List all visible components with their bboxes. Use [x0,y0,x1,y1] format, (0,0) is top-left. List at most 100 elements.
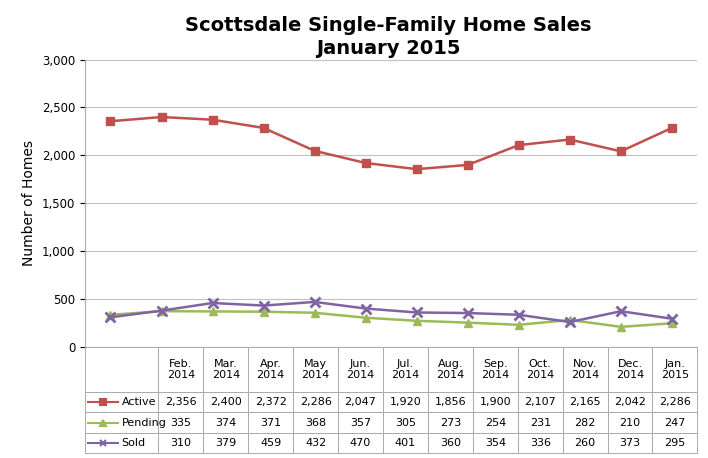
Text: Sold: Sold [122,438,146,448]
Bar [85,347,159,392]
Pending [361,315,370,321]
Bar [338,412,383,433]
Bar [383,347,428,392]
Text: 1,900: 1,900 [479,397,511,407]
Active [617,148,625,154]
Bar [473,347,518,392]
Bar [159,392,203,412]
Active [668,125,676,131]
Active [157,114,166,120]
Bar [338,347,383,392]
Bar [383,392,428,412]
Text: 2,400: 2,400 [210,397,241,407]
Text: 2,047: 2,047 [345,397,377,407]
Text: 459: 459 [260,438,281,448]
Text: 336: 336 [530,438,551,448]
Text: Jul.
2014: Jul. 2014 [392,359,420,380]
Pending [310,310,319,316]
Pending [668,321,676,326]
Pending [106,312,115,317]
Bar [293,433,338,453]
Active [361,160,370,166]
Active [106,119,115,124]
Sold [157,308,166,313]
Text: 335: 335 [171,418,191,428]
Text: 210: 210 [620,418,641,428]
Bar [203,392,249,412]
Sold [464,311,472,316]
Text: 282: 282 [574,418,596,428]
Bar [159,347,203,392]
Bar [653,433,697,453]
Bar [338,392,383,412]
Bar [428,392,473,412]
Bar [653,412,697,433]
Text: 260: 260 [574,438,595,448]
Bar [563,433,607,453]
Bar [85,392,159,412]
Text: 368: 368 [305,418,326,428]
Bar [518,392,563,412]
Bar [203,433,249,453]
Text: 305: 305 [395,418,416,428]
Line: Sold: Sold [105,297,677,327]
Text: 371: 371 [260,418,281,428]
Sold [668,316,676,322]
Text: 373: 373 [620,438,641,448]
Pending [157,308,166,314]
Text: Nov.
2014: Nov. 2014 [571,359,599,380]
Text: 2,372: 2,372 [255,397,287,407]
Bar [159,433,203,453]
Text: 360: 360 [440,438,461,448]
Bar [293,412,338,433]
Bar [249,347,293,392]
Sold [515,312,523,317]
Text: Sep.
2014: Sep. 2014 [481,359,510,380]
Active [413,166,421,172]
Text: 357: 357 [350,418,371,428]
Text: 231: 231 [530,418,551,428]
Bar [428,347,473,392]
Line: Active: Active [106,113,676,173]
Bar [607,347,653,392]
Active [464,162,472,168]
Bar [293,392,338,412]
Y-axis label: Number of Homes: Number of Homes [23,140,36,266]
Bar [383,433,428,453]
Text: Jan.
2015: Jan. 2015 [661,359,689,380]
Text: 2,356: 2,356 [165,397,197,407]
Bar [249,392,293,412]
Bar [249,412,293,433]
Bar [473,433,518,453]
Bar [473,412,518,433]
Bar [203,347,249,392]
Bar [428,412,473,433]
Bar [203,412,249,433]
Text: 273: 273 [440,418,461,428]
Text: 432: 432 [305,438,326,448]
Pending [208,309,217,314]
Text: 295: 295 [664,438,685,448]
Active [259,125,268,131]
Pending [464,320,472,325]
Active [515,142,523,148]
Text: 401: 401 [395,438,416,448]
Bar [607,433,653,453]
Sold [413,310,421,315]
Sold [566,319,574,325]
Sold [310,299,319,305]
Bar [653,392,697,412]
Text: January 2015: January 2015 [316,38,460,58]
Sold [617,309,625,314]
Text: 2,165: 2,165 [569,397,601,407]
Text: 2,107: 2,107 [525,397,556,407]
Bar [563,412,607,433]
Bar [518,347,563,392]
Bar [85,433,159,453]
Text: 247: 247 [664,418,685,428]
Sold [106,315,115,320]
Bar [653,347,697,392]
Text: 310: 310 [171,438,191,448]
Bar [293,347,338,392]
Text: 354: 354 [485,438,506,448]
